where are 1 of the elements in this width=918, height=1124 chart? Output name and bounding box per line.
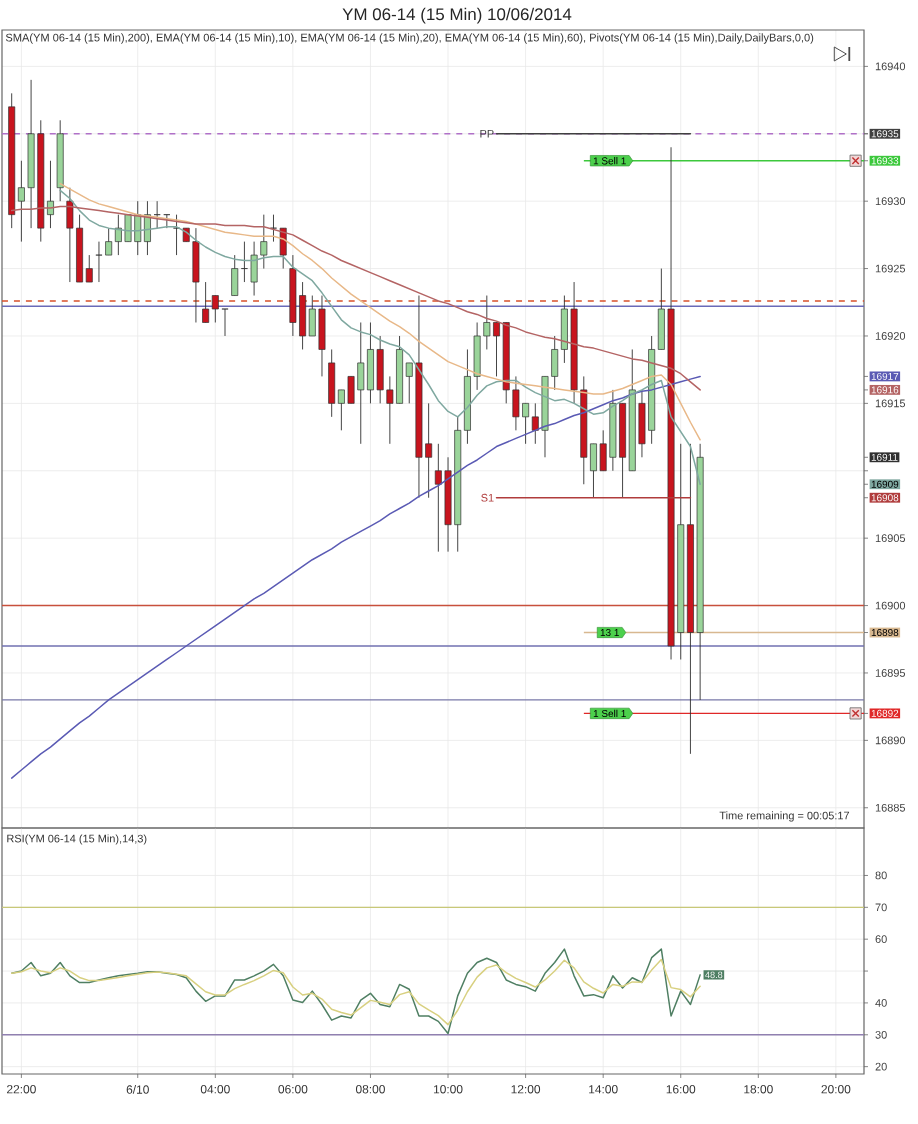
chart-title: YM 06-14 (15 Min) 10/06/2014 [342,7,572,24]
